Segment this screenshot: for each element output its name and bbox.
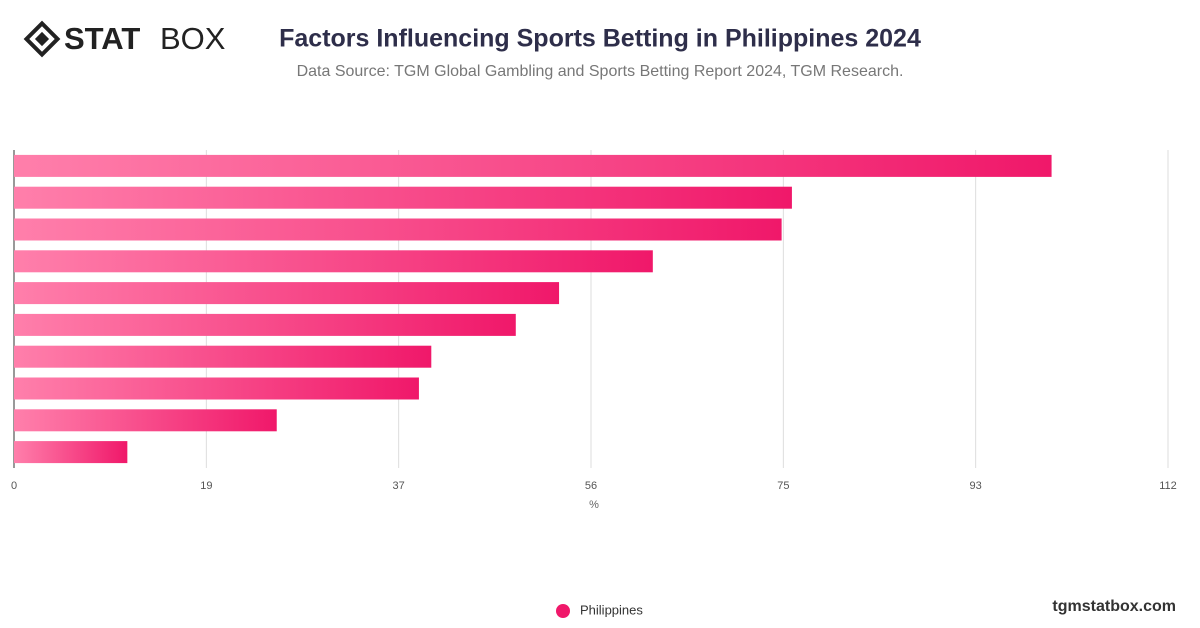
logo-bold: STAT (64, 21, 140, 56)
x-tick-label: 19 (200, 480, 212, 492)
x-tick-label: 75 (777, 480, 789, 492)
bar (14, 313, 516, 336)
x-tick-label: 56 (585, 480, 597, 492)
x-axis-label: % (589, 499, 599, 511)
bar (14, 154, 1052, 177)
bar (14, 282, 560, 305)
x-tick-label: 37 (393, 480, 405, 492)
bar (14, 345, 432, 368)
bar (14, 218, 782, 241)
logo-light: BOX (160, 21, 226, 56)
legend-marker (556, 604, 570, 618)
x-tick-label: 93 (970, 480, 982, 492)
chart-subtitle: Data Source: TGM Global Gambling and Spo… (297, 63, 904, 80)
bar (14, 250, 653, 273)
legend-label: Philippines (580, 602, 643, 617)
x-tick-label: 112 (1159, 480, 1177, 492)
bar (14, 441, 128, 464)
x-tick-label: 0 (11, 480, 17, 492)
chart-title: Factors Influencing Sports Betting in Ph… (279, 25, 921, 53)
site: tgmstatbox.com (1052, 598, 1176, 615)
logo: STAT BOX (23, 20, 226, 58)
bar (14, 377, 419, 400)
bar (14, 186, 792, 209)
bar (14, 409, 277, 432)
